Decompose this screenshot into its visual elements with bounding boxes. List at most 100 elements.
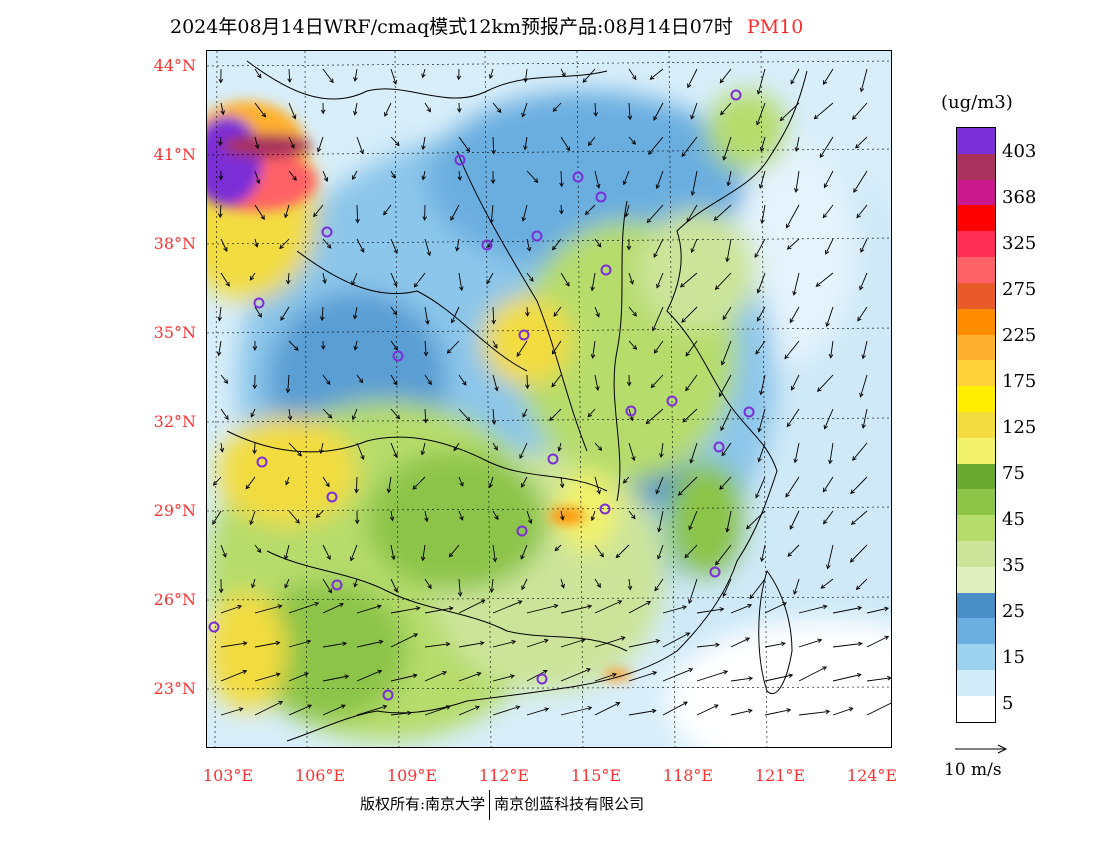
wind-arrow bbox=[287, 272, 290, 284]
wind-arrow-head bbox=[626, 381, 632, 387]
colorbar-swatch bbox=[957, 334, 995, 361]
wind-arrow bbox=[759, 170, 766, 189]
wind-arrow bbox=[560, 510, 564, 520]
wind-arrow-head bbox=[275, 640, 281, 646]
wind-arrow bbox=[793, 578, 800, 595]
wind-arrow-head bbox=[560, 583, 565, 589]
wind-arrow bbox=[458, 136, 470, 152]
wind-arrow bbox=[549, 408, 562, 421]
wind-arrow-head bbox=[632, 345, 638, 350]
wind-arrow bbox=[220, 272, 230, 287]
colorbar-label: 368 bbox=[1002, 187, 1037, 208]
wind-arrow bbox=[754, 238, 766, 258]
wind-arrow-head bbox=[677, 491, 683, 496]
wind-arrow bbox=[560, 707, 592, 716]
wind-arrow-head bbox=[855, 143, 860, 149]
wind-arrow bbox=[354, 306, 358, 319]
wind-arrow-head bbox=[257, 312, 262, 318]
wind-arrow bbox=[852, 442, 868, 461]
wind-arrow-head bbox=[748, 676, 754, 681]
wind-arrow bbox=[220, 374, 228, 384]
wind-arrow-head bbox=[319, 449, 324, 455]
wind-arrow-head bbox=[252, 346, 258, 351]
wind-arrow bbox=[798, 710, 830, 716]
wind-arrow bbox=[652, 306, 664, 331]
wind-arrow-head bbox=[649, 75, 655, 80]
wind-arrow-head bbox=[465, 416, 471, 422]
wind-arrow bbox=[390, 374, 398, 385]
pm10-map[interactable] bbox=[206, 50, 892, 748]
wind-arrow-head bbox=[746, 524, 751, 530]
wind-arrow bbox=[681, 136, 698, 157]
wind-arrow-head bbox=[756, 89, 762, 95]
colorbar-label: 275 bbox=[1002, 279, 1037, 300]
wind-arrow-head bbox=[393, 380, 398, 386]
city-marker bbox=[600, 264, 612, 276]
wind-arrow-head bbox=[848, 707, 854, 712]
wind-arrow bbox=[492, 600, 522, 614]
wind-arrow bbox=[628, 578, 631, 590]
wind-arrow-head bbox=[423, 351, 429, 357]
wind-arrow-head bbox=[292, 114, 297, 120]
wind-arrow bbox=[715, 272, 732, 290]
wind-arrow bbox=[424, 238, 431, 256]
wind-arrow bbox=[853, 170, 868, 193]
wind-arrow bbox=[560, 204, 563, 214]
wind-arrow bbox=[794, 442, 800, 463]
wind-arrow-head bbox=[596, 583, 601, 588]
wind-arrow-head bbox=[344, 674, 350, 679]
city-marker bbox=[572, 171, 584, 183]
wind-arrow-head bbox=[723, 670, 729, 675]
wind-arrow bbox=[822, 204, 834, 218]
wind-arrow bbox=[322, 238, 332, 249]
wind-arrow-head bbox=[426, 107, 431, 113]
wind-arrow-head bbox=[645, 419, 651, 425]
wind-arrow bbox=[552, 340, 562, 355]
wind-arrow-head bbox=[491, 149, 496, 155]
wind-arrow bbox=[730, 604, 752, 614]
wind-arrow-head bbox=[393, 345, 399, 351]
wind-arrow-head bbox=[393, 249, 398, 255]
wind-arrow-head bbox=[516, 352, 521, 357]
wind-arrow bbox=[722, 306, 732, 320]
wind-arrow bbox=[322, 578, 332, 593]
wind-arrow bbox=[594, 306, 600, 317]
wind-arrow-head bbox=[523, 145, 528, 151]
wind-arrow bbox=[424, 705, 451, 716]
wind-arrow bbox=[424, 102, 431, 112]
wind-arrow-head bbox=[718, 392, 723, 398]
wind-arrow-head bbox=[493, 445, 498, 451]
wind-arrow bbox=[212, 510, 222, 525]
wind-arrow bbox=[552, 102, 562, 112]
wind-arrow-head bbox=[828, 459, 833, 465]
wind-arrow bbox=[424, 374, 432, 385]
wind-arrow-head bbox=[586, 668, 591, 673]
wind-arrow bbox=[492, 675, 515, 682]
lat-label: 38°N bbox=[153, 234, 196, 253]
wind-arrow bbox=[791, 374, 800, 391]
wind-arrow-head bbox=[624, 212, 629, 218]
wind-arrow bbox=[832, 607, 862, 614]
wind-arrow-head bbox=[217, 316, 223, 322]
wind-arrow-head bbox=[329, 78, 334, 84]
wind-arrow bbox=[251, 578, 256, 588]
wind-arrow-head bbox=[656, 283, 661, 289]
wind-arrow-head bbox=[646, 601, 652, 606]
wind-arrow bbox=[356, 204, 359, 223]
city-marker bbox=[713, 441, 725, 453]
wind-arrow-head bbox=[413, 282, 419, 288]
wind-arrow-head bbox=[254, 242, 259, 248]
wind-arrow bbox=[628, 272, 634, 285]
wind-arrow bbox=[521, 476, 528, 488]
wind-arrow-head bbox=[256, 73, 262, 79]
wind-arrow-head bbox=[859, 392, 864, 398]
wind-arrow-head bbox=[622, 180, 628, 186]
wind-arrow bbox=[560, 136, 570, 151]
wind-arrow bbox=[832, 707, 853, 716]
wind-arrow-head bbox=[690, 248, 695, 254]
wind-arrow bbox=[322, 374, 331, 385]
wind-arrow-head bbox=[287, 78, 292, 83]
wind-arrow-head bbox=[852, 456, 857, 461]
wind-arrow-head bbox=[561, 72, 566, 78]
wind-arrow bbox=[680, 272, 698, 288]
